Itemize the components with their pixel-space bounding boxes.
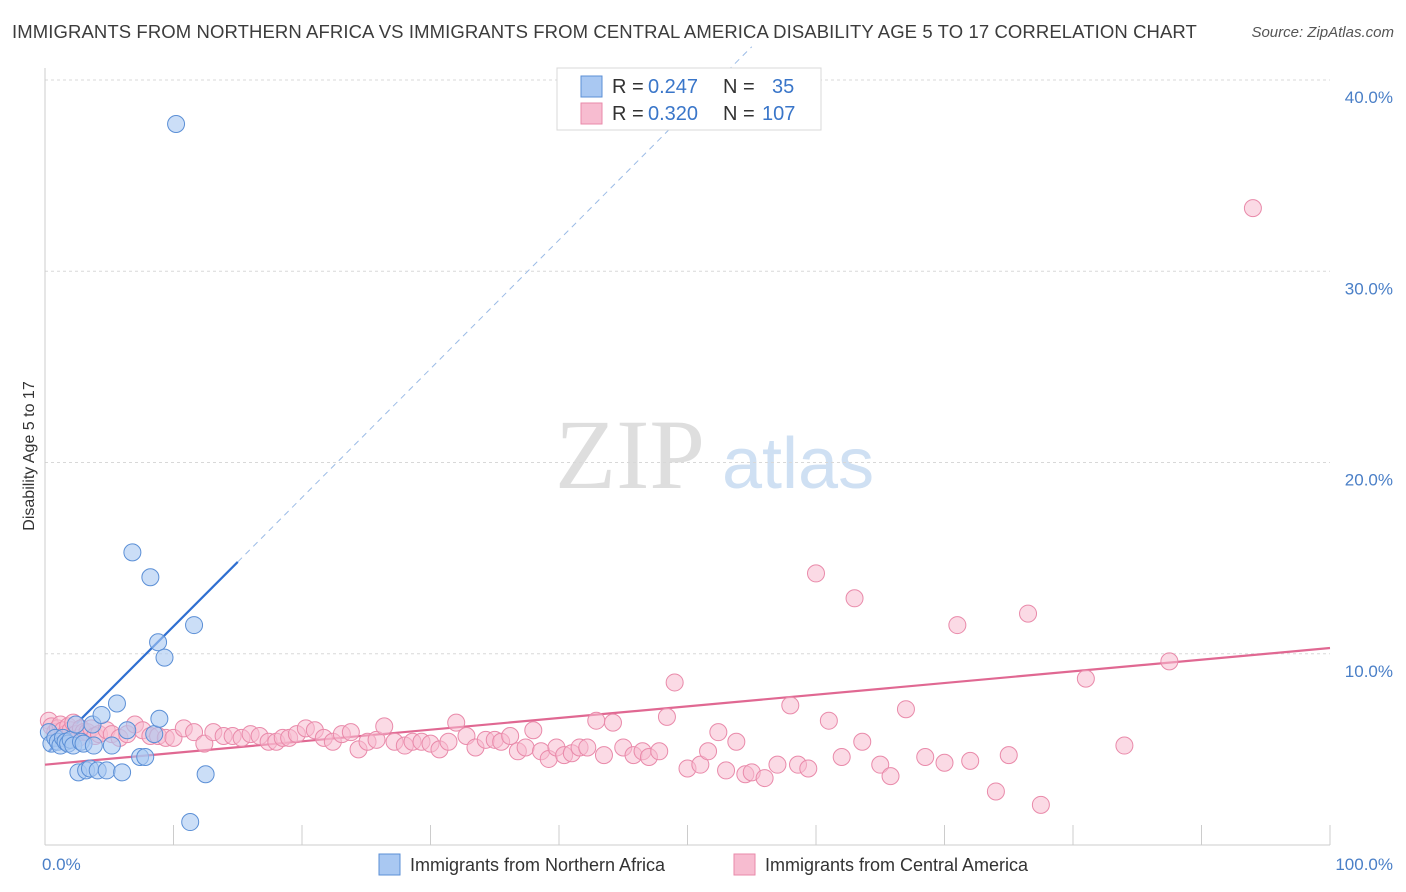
data-point-northern-africa: [102, 736, 121, 755]
data-point-central-america: [439, 732, 458, 751]
data-point-northern-africa: [181, 813, 200, 832]
stats-r-label-pink: R =: [612, 103, 644, 125]
data-point-central-america: [447, 713, 466, 732]
trend-extension-northern-africa: [237, 46, 753, 563]
data-point-central-america: [755, 769, 774, 788]
data-point-central-america: [819, 711, 838, 730]
data-point-central-america: [717, 761, 736, 780]
x-tick-label-min: 0.0%: [42, 855, 81, 874]
data-point-northern-africa: [136, 748, 155, 767]
data-point-central-america: [185, 723, 204, 742]
data-point-central-america: [871, 755, 890, 774]
data-point-northern-africa: [167, 114, 186, 133]
data-point-central-america: [1019, 604, 1038, 623]
data-point-northern-africa: [145, 725, 164, 744]
data-point-central-america: [935, 753, 954, 772]
data-point-central-america: [948, 616, 967, 635]
data-point-central-america: [501, 726, 520, 745]
stats-n-label-pink: N =: [723, 103, 755, 125]
y-tick-label: 30.0%: [1345, 279, 1393, 298]
data-point-central-america: [691, 755, 710, 774]
y-tick-label: 20.0%: [1345, 471, 1393, 490]
data-point-northern-africa: [92, 705, 111, 724]
data-point-central-america: [367, 730, 386, 749]
stats-r-value-pink: 0.320: [648, 103, 698, 125]
data-point-central-america: [524, 721, 543, 740]
data-point-central-america: [881, 767, 900, 786]
legend-label-northern-africa: Immigrants from Northern Africa: [410, 855, 666, 875]
data-point-central-america: [578, 738, 597, 757]
data-point-central-america: [699, 742, 718, 761]
stats-n-value-blue: 35: [772, 76, 794, 98]
chart-source: Source: ZipAtlas.com: [1251, 24, 1394, 41]
y-axis-label: Disability Age 5 to 17: [21, 381, 38, 531]
data-point-central-america: [799, 759, 818, 778]
grid-lines: [45, 79, 1330, 655]
stats-n-value-pink: 107: [762, 103, 795, 125]
data-point-central-america: [516, 738, 535, 757]
data-point-northern-africa: [66, 715, 85, 734]
data-point-northern-africa: [196, 765, 215, 784]
x-tick-label-max: 100.0%: [1335, 855, 1393, 874]
data-point-northern-africa: [97, 761, 116, 780]
data-point-central-america: [1160, 652, 1179, 671]
data-point-central-america: [999, 746, 1018, 765]
data-point-northern-africa: [84, 736, 103, 755]
data-point-central-america: [807, 564, 825, 583]
trend-line-central-america: [44, 646, 1331, 766]
data-point-central-america: [587, 711, 606, 730]
data-point-central-america: [916, 748, 935, 767]
data-point-northern-africa: [118, 721, 137, 740]
stats-r-value-blue: 0.247: [648, 76, 698, 98]
watermark-atlas: atlas: [722, 424, 874, 504]
data-point-central-america: [1076, 669, 1095, 688]
y-tick-labels: 10.0% 20.0% 30.0% 40.0%: [1345, 88, 1393, 681]
data-point-central-america: [845, 589, 864, 608]
y-tick-label: 10.0%: [1345, 662, 1393, 681]
data-point-central-america: [853, 732, 872, 751]
data-point-central-america: [781, 696, 800, 715]
data-point-central-america: [1115, 736, 1134, 755]
legend-swatch-northern-africa: [378, 853, 401, 876]
axes: [44, 68, 1331, 846]
data-point-central-america: [665, 673, 684, 692]
data-point-central-america: [657, 707, 676, 726]
data-point-central-america: [961, 751, 980, 770]
data-point-northern-africa: [185, 616, 204, 635]
data-point-central-america: [832, 748, 851, 767]
data-point-central-america: [1243, 199, 1262, 218]
legend-swatch-central-america: [733, 853, 756, 876]
stats-r-label-blue: R =: [612, 76, 644, 98]
data-point-central-america: [1031, 795, 1050, 814]
data-point-central-america: [896, 700, 915, 719]
data-point-central-america: [727, 732, 746, 751]
series-central-america-points: [39, 199, 1262, 814]
series-northern-africa-points: [39, 114, 215, 832]
legend: Immigrants from Northern Africa Immigran…: [378, 853, 1029, 876]
legend-label-central-america: Immigrants from Central America: [765, 855, 1029, 875]
data-point-northern-africa: [123, 543, 142, 562]
watermark-zip: ZIP: [555, 399, 705, 510]
data-point-central-america: [709, 723, 728, 742]
data-point-central-america: [341, 723, 360, 742]
data-point-northern-africa: [113, 763, 132, 782]
stats-n-label-blue: N =: [723, 76, 755, 98]
data-point-central-america: [375, 717, 394, 736]
data-point-central-america: [768, 755, 787, 774]
stats-box: R = 0.247 N = 35 R = 0.320 N = 107: [556, 67, 822, 131]
stats-swatch-blue: [580, 75, 603, 98]
stats-swatch-pink: [580, 102, 603, 125]
data-point-central-america: [986, 782, 1005, 801]
data-point-northern-africa: [149, 633, 168, 652]
data-point-central-america: [594, 746, 613, 765]
chart-title: IMMIGRANTS FROM NORTHERN AFRICA VS IMMIG…: [12, 21, 1197, 42]
data-point-northern-africa: [107, 694, 126, 713]
data-point-northern-africa: [155, 648, 174, 667]
data-point-central-america: [603, 713, 622, 732]
y-tick-label: 40.0%: [1345, 88, 1393, 107]
data-point-northern-africa: [141, 568, 160, 587]
data-point-central-america: [650, 742, 669, 761]
data-point-northern-africa: [150, 709, 169, 728]
